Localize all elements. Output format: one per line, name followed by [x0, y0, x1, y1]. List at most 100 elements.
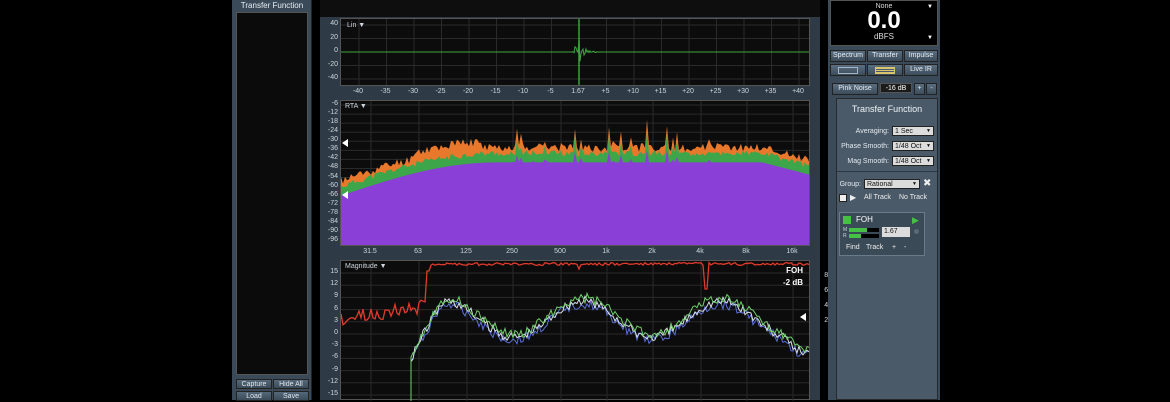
- m-label: M: [843, 227, 848, 233]
- no-track-button[interactable]: No Track: [899, 194, 928, 201]
- impulse-response-graph[interactable]: Lin ▼: [340, 18, 810, 86]
- meter-source-menu-icon[interactable]: ▼: [927, 4, 933, 10]
- magnitude-plot: [341, 261, 809, 401]
- group-select[interactable]: Rational ▼: [864, 179, 920, 189]
- rta-y-tick: -96: [327, 236, 338, 243]
- tab-spectrum[interactable]: Spectrum: [830, 50, 866, 62]
- rta-y-tick: -90: [327, 226, 338, 234]
- magnitude-marker-icon[interactable]: [800, 313, 806, 321]
- averaging-select[interactable]: 1 Sec ▼: [892, 126, 934, 136]
- impulse-x-tick: -15: [490, 88, 501, 95]
- transfer-function-list-panel: Transfer Function Capture Hide All Load …: [232, 0, 312, 401]
- m-level-fill: [849, 228, 867, 232]
- magnitude-y-tick: 6: [334, 304, 338, 312]
- impulse-x-tick: +30: [737, 88, 749, 95]
- phase-smooth-select[interactable]: 1/48 Oct ▼: [892, 141, 934, 151]
- tf-title: Transfer Function: [851, 104, 923, 114]
- impulse-x-tick: -30: [407, 88, 419, 95]
- rta-y-tick: -60: [327, 181, 338, 189]
- impulse-y-tick: 0: [334, 47, 338, 54]
- track-minus-button[interactable]: -: [904, 244, 907, 251]
- phase-smooth-label: Phase Smooth:: [841, 143, 889, 150]
- mag-smooth-label: Mag Smooth:: [847, 158, 889, 165]
- pink-noise-minus-button[interactable]: -: [926, 83, 937, 95]
- rta-x-tick: 2k: [648, 248, 656, 255]
- impulse-x-tick: +20: [682, 88, 694, 95]
- rta-x-tick: 500: [554, 248, 566, 255]
- rta-y-tick: -48: [327, 163, 338, 171]
- find-button[interactable]: Find: [846, 244, 860, 251]
- level-meter[interactable]: None 0.0 dBFS ▼ ▼: [830, 0, 938, 46]
- foh-trace-name: FOH: [786, 266, 803, 275]
- transfer-function-settings: Transfer Function Averaging: 1 Sec ▼ Phas…: [836, 98, 938, 400]
- group-value: Rational: [867, 181, 893, 188]
- magnitude-y-tick: 3: [334, 316, 338, 324]
- r-level-bar: [849, 234, 879, 238]
- impulse-y-tick: -40: [327, 74, 338, 81]
- magnitude-white-trace: [410, 294, 809, 401]
- mag-smooth-select[interactable]: 1/48 Oct ▼: [892, 156, 934, 166]
- left-panel-title: Transfer Function: [240, 1, 304, 10]
- top-strip: [320, 0, 820, 17]
- tab-transfer[interactable]: Transfer: [867, 50, 903, 62]
- tools-icon[interactable]: ✖: [923, 178, 932, 189]
- delay-field[interactable]: 1.67: [882, 227, 910, 237]
- impulse-x-tick: +40: [792, 88, 804, 95]
- spectrum-view-toggle[interactable]: [830, 64, 866, 76]
- pink-noise-level[interactable]: -16 dB: [880, 83, 912, 93]
- rta-bottom-marker-icon[interactable]: [342, 191, 348, 199]
- magnitude-y-tick: 9: [334, 292, 338, 300]
- magnitude-graph[interactable]: Magnitude ▼ FOH -2 dB: [340, 260, 810, 401]
- impulse-x-tick: 1.67: [571, 88, 585, 95]
- r-level-fill: [849, 234, 861, 238]
- rta-x-tick: 250: [506, 248, 518, 255]
- foh-track-card[interactable]: FOH ▶ M R 1.67 Find Track + -: [839, 212, 925, 256]
- delay-lock-icon[interactable]: [914, 229, 919, 234]
- transfer-view-toggle[interactable]: [867, 64, 903, 76]
- track-button[interactable]: Track: [866, 244, 884, 251]
- all-track-button[interactable]: All Track: [864, 194, 891, 201]
- m-level-bar: [849, 228, 879, 232]
- magnitude-y-tick: 15: [330, 268, 338, 275]
- tab-impulse[interactable]: Impulse: [904, 50, 938, 62]
- trace-list[interactable]: [236, 12, 308, 375]
- foh-color-swatch: [843, 216, 851, 224]
- impulse-x-tick: +15: [654, 88, 667, 95]
- impulse-x-tick: -20: [462, 88, 474, 95]
- play-icon[interactable]: ▶: [850, 193, 857, 202]
- averaging-label: Averaging:: [855, 128, 889, 135]
- graphs-area: Lin ▼ 40 20 0 -20 -40 -40 -35 -30 -25 -20 -15 -10-…: [320, 0, 832, 401]
- impulse-y-tick: 40: [330, 20, 338, 27]
- impulse-mode-menu[interactable]: Lin ▼: [347, 22, 366, 29]
- impulse-x-tick: -25: [435, 88, 446, 95]
- capture-button[interactable]: Capture: [236, 379, 272, 389]
- rta-plot: [341, 101, 809, 245]
- rta-y-tick: -30: [327, 136, 338, 144]
- rta-graph[interactable]: RTA ▼: [340, 100, 810, 246]
- hide-all-button[interactable]: Hide All: [273, 379, 309, 389]
- foh-play-icon[interactable]: ▶: [912, 215, 919, 225]
- impulse-x-tick: -40: [352, 88, 364, 95]
- pink-noise-plus-button[interactable]: +: [914, 83, 925, 95]
- meter-unit-menu-icon[interactable]: ▼: [927, 35, 933, 41]
- rta-y-tick: -72: [327, 199, 338, 207]
- rta-x-tick: 16k: [786, 248, 798, 255]
- pink-noise-button[interactable]: Pink Noise: [832, 83, 878, 95]
- impulse-trace: [341, 39, 809, 62]
- track-plus-button[interactable]: +: [892, 244, 897, 251]
- rta-x-tick: 4k: [696, 248, 704, 255]
- foh-trace-value: -2 dB: [783, 278, 803, 287]
- rta-x-tick: 125: [460, 248, 472, 255]
- magnitude-green-trace: [410, 291, 809, 401]
- live-ir-button[interactable]: Live IR: [904, 64, 938, 76]
- impulse-plot: [341, 19, 809, 85]
- rta-y-tick: -78: [327, 208, 338, 216]
- rta-top-marker-icon[interactable]: [342, 139, 348, 147]
- impulse-y-tick: 20: [330, 33, 338, 41]
- magnitude-mode-menu[interactable]: Magnitude ▼: [345, 263, 387, 270]
- rta-mode-menu[interactable]: RTA ▼: [345, 103, 367, 110]
- impulse-x-tick: +25: [709, 88, 722, 95]
- mag-smooth-value: 1/48 Oct: [895, 158, 922, 165]
- track-checkbox[interactable]: [839, 194, 847, 202]
- rta-x-tick: 63: [414, 248, 422, 255]
